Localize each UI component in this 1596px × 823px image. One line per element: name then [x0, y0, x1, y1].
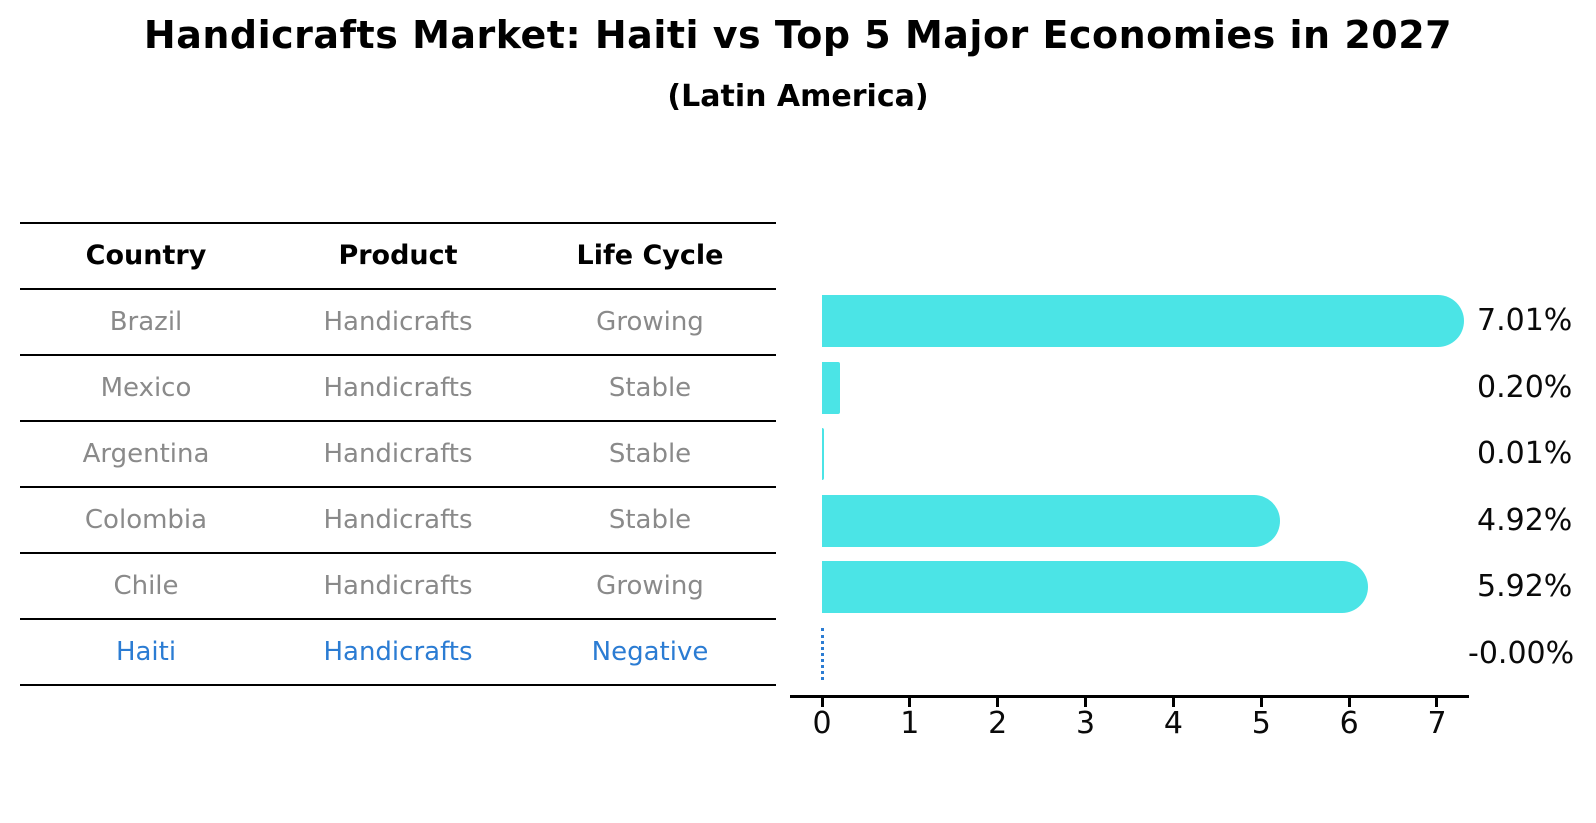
bar-mexico: [822, 361, 840, 414]
x-axis-tick-label: 5: [1251, 706, 1271, 741]
x-axis-tick: [1435, 698, 1439, 707]
bar-brazil: [822, 295, 1464, 348]
table-cell-product: Handicrafts: [323, 372, 473, 403]
table-header-cell: Life Cycle: [576, 240, 724, 272]
zero-marker-dotted-line: [820, 627, 824, 680]
x-axis-spine: [790, 695, 1469, 698]
bar-value-label: 0.01%: [1477, 436, 1573, 472]
table-cell-product: Handicrafts: [323, 306, 473, 337]
x-axis-tick: [1084, 698, 1088, 707]
x-axis-tick-label: 6: [1339, 706, 1359, 741]
table-cell-life-cycle: Stable: [608, 438, 692, 469]
table-row: Chile Handicrafts Growing: [20, 551, 776, 618]
bar-value-label: -0.00%: [1468, 635, 1575, 671]
table-row: Colombia Handicrafts Stable: [20, 485, 776, 552]
bar-chile: [822, 561, 1369, 614]
table-header-cell: Country: [85, 240, 207, 272]
table-cell-country: Argentina: [82, 438, 210, 469]
table-row: Mexico Handicrafts Stable: [20, 353, 776, 420]
table-row: Haiti Handicrafts Negative: [20, 617, 776, 686]
x-axis-tick: [996, 698, 1000, 707]
x-axis-tick-label: 4: [1163, 706, 1183, 741]
x-axis-tick-label: 0: [812, 706, 832, 741]
x-axis-tick: [908, 698, 912, 707]
table-cell-country: Brazil: [109, 306, 183, 337]
bar-value-label: 5.92%: [1477, 569, 1573, 605]
table-cell-product: Handicrafts: [323, 504, 473, 535]
x-axis-tick-label: 7: [1427, 706, 1447, 741]
table-cell-product: Handicrafts: [323, 570, 473, 601]
table-cell-life-cycle: Stable: [608, 504, 692, 535]
table-cell-country: Mexico: [100, 372, 192, 403]
table-cell-product: Handicrafts: [323, 438, 473, 469]
x-axis-tick: [1259, 698, 1263, 707]
table-header-cell: Product: [338, 240, 458, 272]
x-axis-tick-label: 2: [988, 706, 1008, 741]
bar-value-label: 4.92%: [1477, 502, 1573, 538]
x-axis-tick-label: 3: [1076, 706, 1096, 741]
table-cell-product: Handicrafts: [323, 636, 473, 667]
x-axis-tick: [1347, 698, 1351, 707]
bar-argentina: [822, 428, 824, 481]
bar-value-label: 7.01%: [1477, 303, 1573, 339]
bar-value-label: 0.20%: [1477, 369, 1573, 405]
data-table: Country Product Life Cycle Brazil Handicraft…: [20, 222, 776, 686]
chart-title: Handicrafts Market: Haiti vs Top 5 Major…: [143, 13, 1453, 57]
table-header-row: Country Product Life Cycle: [20, 222, 776, 288]
table-cell-country: Chile: [113, 570, 179, 601]
table-cell-life-cycle: Stable: [608, 372, 692, 403]
table-row: Argentina Handicrafts Stable: [20, 419, 776, 486]
table-row: Brazil Handicrafts Growing: [20, 287, 776, 354]
x-axis-tick-label: 1: [900, 706, 920, 741]
table-cell-country: Haiti: [115, 636, 177, 667]
bar-colombia: [822, 494, 1281, 547]
x-axis-tick: [820, 698, 824, 707]
chart-subtitle: (Latin America): [667, 79, 929, 114]
table-cell-life-cycle: Growing: [596, 306, 704, 337]
x-axis-tick: [1171, 698, 1175, 707]
table-cell-country: Colombia: [84, 504, 208, 535]
table-cell-life-cycle: Negative: [591, 636, 709, 667]
table-cell-life-cycle: Growing: [596, 570, 704, 601]
